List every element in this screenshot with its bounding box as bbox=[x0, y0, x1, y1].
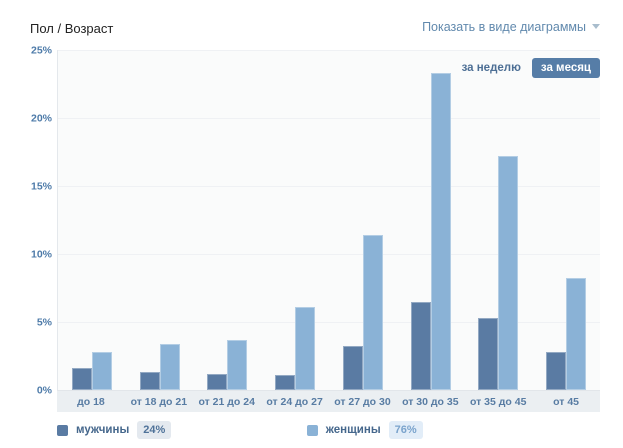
men-color-swatch-icon bbox=[57, 424, 68, 436]
chart-header: Пол / Возраст Показать в виде диаграммы bbox=[30, 18, 600, 50]
bar-chart-plot: за неделю за месяц bbox=[57, 50, 600, 390]
x-tick-label: от 35 до 45 bbox=[469, 395, 527, 408]
period-month-button[interactable]: за месяц bbox=[531, 58, 600, 78]
legend-men-label: мужчины bbox=[76, 424, 130, 436]
x-tick-label: до 18 bbox=[77, 395, 105, 408]
legend-item-women: женщины 76% bbox=[306, 421, 423, 439]
y-axis: 25% 20% 15% 10% 5% 0% bbox=[30, 45, 52, 397]
gridline bbox=[58, 50, 600, 51]
bar-group bbox=[58, 50, 126, 390]
gridline bbox=[58, 322, 600, 323]
y-tick-label: 15% bbox=[30, 180, 52, 193]
bar-men[interactable] bbox=[478, 317, 499, 390]
x-tick-label: от 21 до 24 bbox=[198, 395, 255, 408]
bar-women[interactable] bbox=[227, 339, 248, 390]
bar-group bbox=[465, 50, 533, 390]
bars-layer bbox=[58, 50, 600, 390]
show-as-diagram-label: Показать в виде диаграммы bbox=[422, 20, 586, 34]
x-tick-label: от 24 до 27 bbox=[266, 395, 323, 408]
bar-men[interactable] bbox=[139, 372, 160, 390]
bar-women[interactable] bbox=[566, 278, 587, 390]
y-tick-label: 25% bbox=[30, 44, 52, 57]
bar-women[interactable] bbox=[498, 156, 519, 390]
legend-women-label: женщины bbox=[325, 424, 381, 436]
plot-wrap: за неделю за месяц до 18 от 18 до 21 от 21… bbox=[57, 50, 600, 412]
period-toggle: за неделю за месяц bbox=[462, 58, 600, 78]
gridline bbox=[58, 118, 600, 119]
bar-men[interactable] bbox=[342, 346, 363, 390]
bar-men[interactable] bbox=[546, 351, 567, 390]
bar-men[interactable] bbox=[275, 375, 296, 390]
x-tick-label: от 45 bbox=[553, 395, 580, 408]
y-tick-label: 5% bbox=[36, 316, 52, 329]
bar-women[interactable] bbox=[430, 73, 451, 390]
legend-women-total-badge: 76% bbox=[388, 421, 423, 439]
x-axis-labels: до 18 от 18 до 21 от 21 до 24 от 24 до 27 от… bbox=[57, 390, 600, 412]
y-tick-label: 10% bbox=[30, 248, 52, 261]
bar-group bbox=[194, 50, 262, 390]
chevron-down-icon bbox=[592, 24, 600, 29]
stats-panel: Пол / Возраст Показать в виде диаграммы … bbox=[30, 18, 600, 439]
bar-women[interactable] bbox=[295, 307, 316, 390]
legend-item-men: мужчины 24% bbox=[57, 421, 307, 439]
gender-age-chart: 25% 20% 15% 10% 5% 0% за неделю за месяц до 1… bbox=[30, 45, 600, 412]
gridline bbox=[58, 186, 600, 187]
bar-women[interactable] bbox=[91, 351, 112, 390]
y-tick-label: 20% bbox=[30, 112, 52, 125]
bar-group bbox=[397, 50, 465, 390]
bar-men[interactable] bbox=[207, 373, 228, 390]
bar-men[interactable] bbox=[71, 368, 92, 390]
bar-group bbox=[126, 50, 194, 390]
period-week-button[interactable]: за неделю bbox=[461, 62, 521, 74]
legend-men-total-badge: 24% bbox=[137, 421, 172, 439]
x-tick-label: от 30 до 35 bbox=[402, 395, 459, 408]
bar-group bbox=[329, 50, 397, 390]
x-tick-label: от 18 до 21 bbox=[130, 395, 188, 408]
gridline bbox=[58, 254, 600, 255]
bar-men[interactable] bbox=[410, 301, 431, 390]
bar-group bbox=[261, 50, 329, 390]
bar-group bbox=[532, 50, 600, 390]
chart-title: Пол / Возраст bbox=[30, 21, 114, 36]
y-tick-label: 0% bbox=[36, 384, 52, 397]
women-color-swatch-icon bbox=[306, 424, 318, 436]
bar-women[interactable] bbox=[362, 234, 383, 390]
chart-legend: мужчины 24% женщины 76% bbox=[30, 421, 600, 439]
show-as-diagram-link[interactable]: Показать в виде диаграммы bbox=[422, 18, 600, 34]
x-tick-label: от 27 до 30 bbox=[334, 395, 391, 408]
bar-women[interactable] bbox=[159, 343, 180, 390]
